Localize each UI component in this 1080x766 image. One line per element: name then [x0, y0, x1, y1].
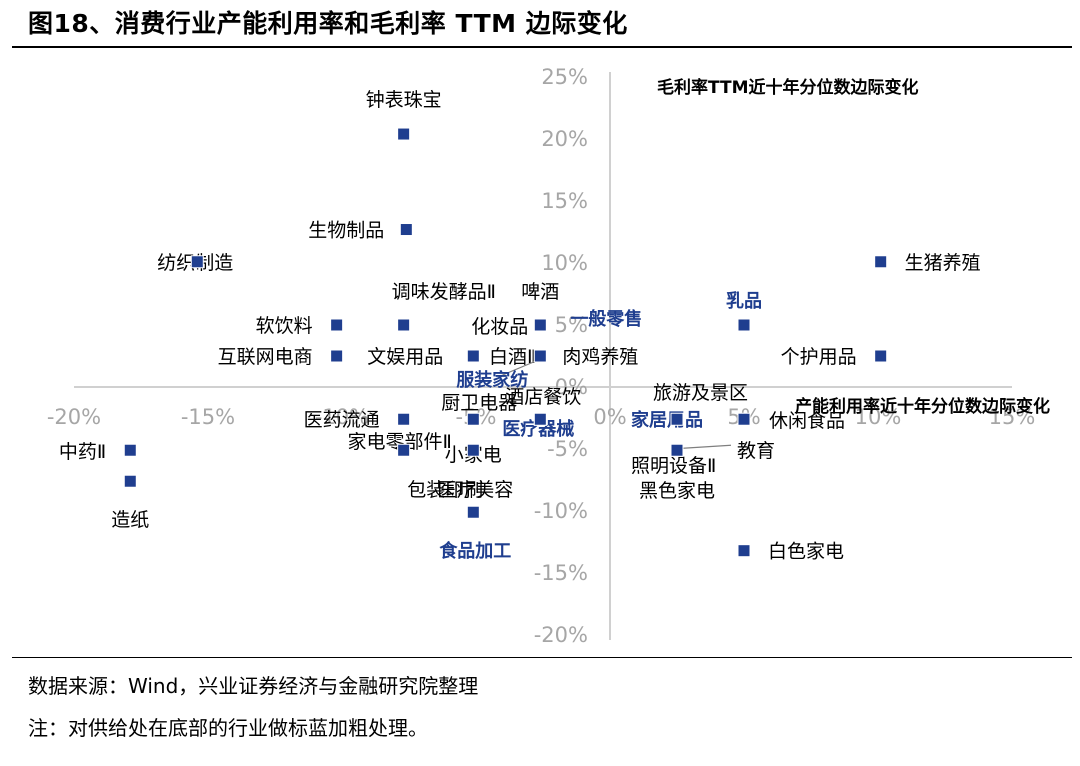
scatter-marker: [123, 474, 137, 488]
chart-markers: [123, 127, 888, 558]
scatter-marker: [123, 443, 137, 457]
y-tick-label: 25%: [541, 65, 588, 89]
point-label: 医药流通: [304, 409, 380, 431]
point-label: 互联网电商: [218, 346, 313, 368]
scatter-chart: -20%-15%-10%-5%0%5%10%15%25%20%15%10%5%0…: [47, 65, 1050, 647]
point-label: 包装印刷: [407, 479, 483, 501]
point-label: 医疗美容: [437, 479, 513, 501]
y-tick-label: 10%: [541, 251, 588, 275]
point-label: 教育: [737, 440, 775, 462]
scatter-marker: [466, 505, 480, 519]
scatter-marker: [737, 544, 751, 558]
point-label: 调味发酵品Ⅱ: [392, 281, 496, 303]
point-label: 照明设备Ⅱ: [631, 455, 716, 477]
scatter-marker: [533, 412, 547, 426]
point-label: 休闲食品: [769, 410, 845, 432]
scatter-marker: [397, 318, 411, 332]
point-label: 乳品: [726, 291, 762, 312]
scatter-marker: [670, 443, 684, 457]
point-label: 食品加工: [438, 540, 511, 562]
chart-axes: [74, 72, 1012, 640]
point-label: 白色家电: [768, 541, 844, 563]
scatter-marker: [874, 255, 888, 269]
scatter-marker: [330, 349, 344, 363]
scatter-marker: [737, 412, 751, 426]
scatter-marker: [330, 318, 344, 332]
point-label: 钟表珠宝: [366, 89, 442, 111]
y-tick-label: 20%: [541, 127, 588, 151]
point-label: 家电零部件Ⅱ: [347, 431, 451, 453]
point-label: 旅游及景区: [653, 382, 748, 404]
point-label: 服装家纺: [456, 369, 528, 391]
remark-note: 注：对供给处在底部的行业做标蓝加粗处理。: [28, 716, 428, 740]
point-label: 黑色家电: [639, 480, 715, 502]
y-tick-label: 5%: [555, 313, 588, 337]
x-axis-label: 产能利用率近十年分位数边际变化: [795, 396, 1050, 417]
label-leader-line: [682, 444, 732, 449]
scatter-marker: [466, 443, 480, 457]
footer-rule: [12, 657, 1072, 658]
point-label: 中药Ⅱ: [59, 441, 106, 463]
point-label: 个护用品: [781, 346, 857, 368]
scatter-marker: [190, 255, 204, 269]
point-label: 啤酒: [521, 281, 559, 303]
point-label: 一般零售: [570, 308, 642, 330]
scatter-marker: [399, 223, 413, 237]
point-label: 文娱用品: [367, 346, 443, 368]
point-label: 厨卫电器: [441, 392, 517, 414]
x-tick-label: 10%: [855, 405, 902, 429]
y-axis-label: 毛利率TTM近十年分位数边际变化: [657, 77, 919, 98]
x-tick-label: -20%: [47, 405, 101, 429]
point-label: 生猪养殖: [905, 252, 981, 274]
source-note: 数据来源：Wind，兴业证券经济与金融研究院整理: [28, 674, 479, 698]
point-label: 生物制品: [308, 220, 384, 242]
point-label: 化妆品: [471, 316, 528, 338]
y-tick-label: -10%: [534, 499, 588, 523]
point-label: 白酒Ⅱ: [489, 346, 536, 368]
y-tick-label: -20%: [534, 623, 588, 647]
scatter-marker: [397, 127, 411, 141]
y-tick-label: 15%: [541, 189, 588, 213]
x-tick-label: 0%: [593, 405, 626, 429]
scatter-marker: [670, 412, 684, 426]
point-label: 酒店餐饮: [505, 386, 581, 408]
scatter-marker: [874, 349, 888, 363]
x-tick-label: -10%: [315, 405, 369, 429]
point-label: 造纸: [111, 509, 149, 531]
y-tick-label: -5%: [547, 437, 588, 461]
chart-point-labels: 钟表珠宝生物制品纺织制造生猪养殖调味发酵品Ⅱ软饮料啤酒化妆品一般零售乳品互联网电…: [59, 89, 981, 563]
x-tick-label: -15%: [181, 405, 235, 429]
scatter-marker: [397, 412, 411, 426]
scatter-marker: [466, 412, 480, 426]
title-underline: [12, 46, 1072, 48]
scatter-marker: [466, 349, 480, 363]
label-leader-line: [500, 359, 539, 377]
y-tick-label: -15%: [534, 561, 588, 585]
x-tick-label: 15%: [989, 405, 1036, 429]
scatter-marker: [737, 318, 751, 332]
point-label: 软饮料: [256, 315, 313, 337]
chart-title: 图18、消费行业产能利用率和毛利率 TTM 边际变化: [28, 9, 628, 38]
scatter-marker: [397, 443, 411, 457]
scatter-marker: [533, 349, 547, 363]
point-label: 家居用品: [631, 409, 703, 431]
chart-tick-labels: -20%-15%-10%-5%0%5%10%15%25%20%15%10%5%0…: [47, 65, 1035, 647]
point-label: 肉鸡养殖: [562, 346, 638, 368]
scatter-marker: [533, 318, 547, 332]
point-label: 医疗器械: [502, 418, 574, 440]
y-tick-label: 0%: [555, 375, 588, 399]
